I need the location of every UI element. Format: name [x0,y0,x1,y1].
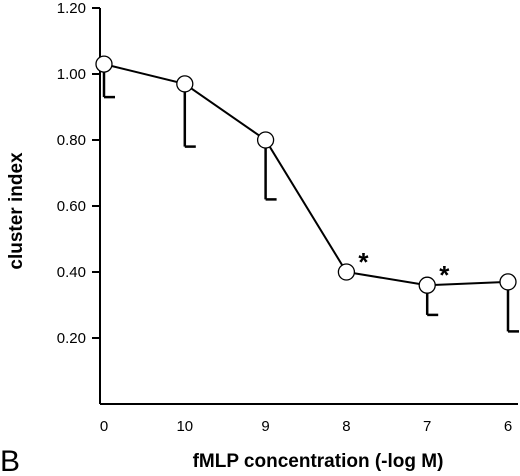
data-points [95,55,517,294]
series-line-path [103,63,509,287]
x-tick-label: 8 [342,418,350,435]
y-tick-label: 1.00 [57,66,86,83]
data-point [499,273,517,291]
data-point [176,75,194,93]
y-tick-label: 0.80 [57,132,86,149]
data-point [337,263,356,281]
data-point [95,55,113,73]
x-tick-label: 0 [100,418,108,435]
significance-asterisk: * [439,260,450,290]
x-tick-label: 7 [423,418,431,435]
series-line [103,63,509,287]
panel-label: B [0,445,20,476]
x-axis-ticks: 0 10 9 8 7 6 [100,418,512,435]
y-tick-label: 0.60 [57,198,86,215]
x-tick-label: 6 [504,418,512,435]
x-axis-title: fMLP concentration (-log M) [193,451,444,472]
y-tick-label: 0.20 [57,330,86,347]
significance-marks: *** [358,247,450,290]
error-bars [102,64,519,333]
data-point [418,276,436,294]
y-axis-ticks: 0.20 0.40 0.60 0.80 1.00 1.20 [57,0,100,347]
significance-asterisk: * [358,247,369,277]
x-tick-label: 9 [261,418,269,435]
data-point [256,131,275,149]
x-tick-label: 10 [176,418,193,435]
chart-axes [99,8,518,405]
y-tick-label: 1.20 [57,0,86,17]
y-axis-title: cluster index [6,152,27,270]
y-tick-label: 0.40 [57,264,86,281]
